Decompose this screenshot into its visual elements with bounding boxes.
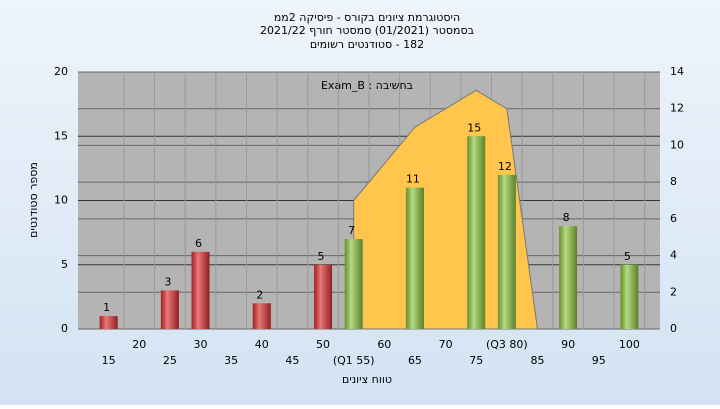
title-line: 182 - סטודנטים רשומים bbox=[310, 38, 424, 51]
bar-shade bbox=[99, 316, 118, 329]
x-tick-label: 65 bbox=[408, 354, 422, 367]
x-tick-label: 85 bbox=[530, 354, 544, 367]
data-label: 15 bbox=[467, 121, 481, 134]
y2-tick-label: 4 bbox=[670, 249, 677, 262]
title-line: היסטוגרמת ציונים בקורס - פיסיקה 2ממ bbox=[274, 11, 460, 24]
bar-shade bbox=[559, 226, 578, 329]
data-label: 11 bbox=[406, 173, 420, 186]
data-label: 2 bbox=[256, 288, 263, 301]
bar-shade bbox=[620, 264, 639, 329]
area bbox=[353, 89, 539, 330]
y2-tick-label: 6 bbox=[670, 212, 677, 225]
bar-shade bbox=[344, 239, 363, 329]
x-tick-label: 100 bbox=[619, 338, 640, 351]
y2-tick-label: 14 bbox=[670, 65, 684, 78]
bar-shade bbox=[314, 264, 333, 329]
bar-shade bbox=[160, 290, 179, 329]
data-label: 8 bbox=[563, 211, 570, 224]
y-tick-label: 15 bbox=[54, 129, 68, 142]
x-tick-label: 50 bbox=[316, 338, 330, 351]
data-label: 7 bbox=[348, 224, 355, 237]
data-label: 12 bbox=[498, 160, 512, 173]
x-tick-label: 90 bbox=[561, 338, 575, 351]
x-tick-label: 60 bbox=[377, 338, 391, 351]
y2-tick-label: 2 bbox=[670, 285, 677, 298]
x-axis-label: טווח ציונים bbox=[342, 373, 392, 386]
x-tick-label: (Q3 80) bbox=[486, 338, 528, 351]
y2-tick-label: 12 bbox=[670, 102, 684, 115]
x-tick-label: 70 bbox=[439, 338, 453, 351]
title-line: בסמסטר (01/2021) סמסטר חורף 2021/22 bbox=[260, 24, 474, 37]
x-tick-label: 40 bbox=[255, 338, 269, 351]
y-tick-label: 10 bbox=[54, 194, 68, 207]
data-label: 3 bbox=[164, 275, 171, 288]
y2-tick-label: 10 bbox=[670, 138, 684, 151]
bar-shade bbox=[405, 187, 424, 329]
y-tick-label: 0 bbox=[61, 322, 68, 335]
bar-shade bbox=[191, 251, 210, 329]
x-tick-label: 45 bbox=[285, 354, 299, 367]
y-tick-label: 5 bbox=[61, 258, 68, 271]
data-label: 5 bbox=[318, 250, 325, 263]
data-label: 5 bbox=[624, 250, 631, 263]
x-tick-label: 35 bbox=[224, 354, 238, 367]
x-tick-label: 75 bbox=[469, 354, 483, 367]
bar-shade bbox=[497, 174, 516, 329]
x-tick-label: 25 bbox=[163, 354, 177, 367]
y2-tick-label: 0 bbox=[670, 322, 677, 335]
x-tick-label: 30 bbox=[194, 338, 208, 351]
x-tick-label: (Q1 55) bbox=[333, 354, 375, 367]
data-label: 6 bbox=[195, 237, 202, 250]
annotation: Exam_B : בחשיבה bbox=[321, 79, 413, 92]
bar-shade bbox=[467, 136, 486, 329]
y-tick-label: 20 bbox=[54, 65, 68, 78]
bar-shade bbox=[252, 303, 271, 329]
x-tick-label: 15 bbox=[102, 354, 116, 367]
x-tick-label: 95 bbox=[592, 354, 606, 367]
data-label: 1 bbox=[103, 301, 110, 314]
x-tick-label: 20 bbox=[132, 338, 146, 351]
y2-tick-label: 8 bbox=[670, 175, 677, 188]
y-axis-label: מספר סטודנטים bbox=[27, 162, 40, 238]
